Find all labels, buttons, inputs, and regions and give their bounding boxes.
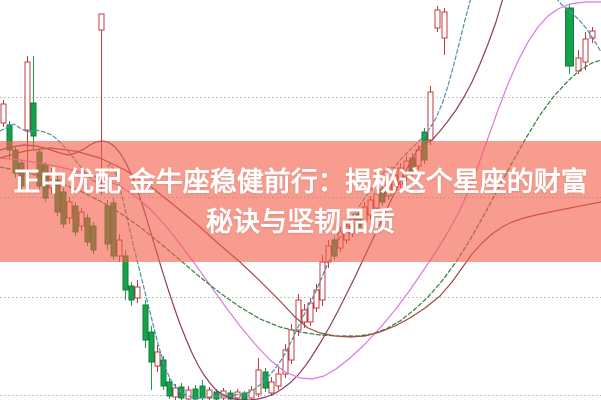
headline-line-2: 秘诀与坚韧品质 — [206, 206, 395, 237]
headline-banner: 正中优配 金牛座稳健前行：揭秘这个星座的财富 秘诀与坚韧品质 — [0, 141, 601, 262]
headline-line-1: 正中优配 金牛座稳健前行：揭秘这个星座的财富 — [13, 166, 588, 197]
